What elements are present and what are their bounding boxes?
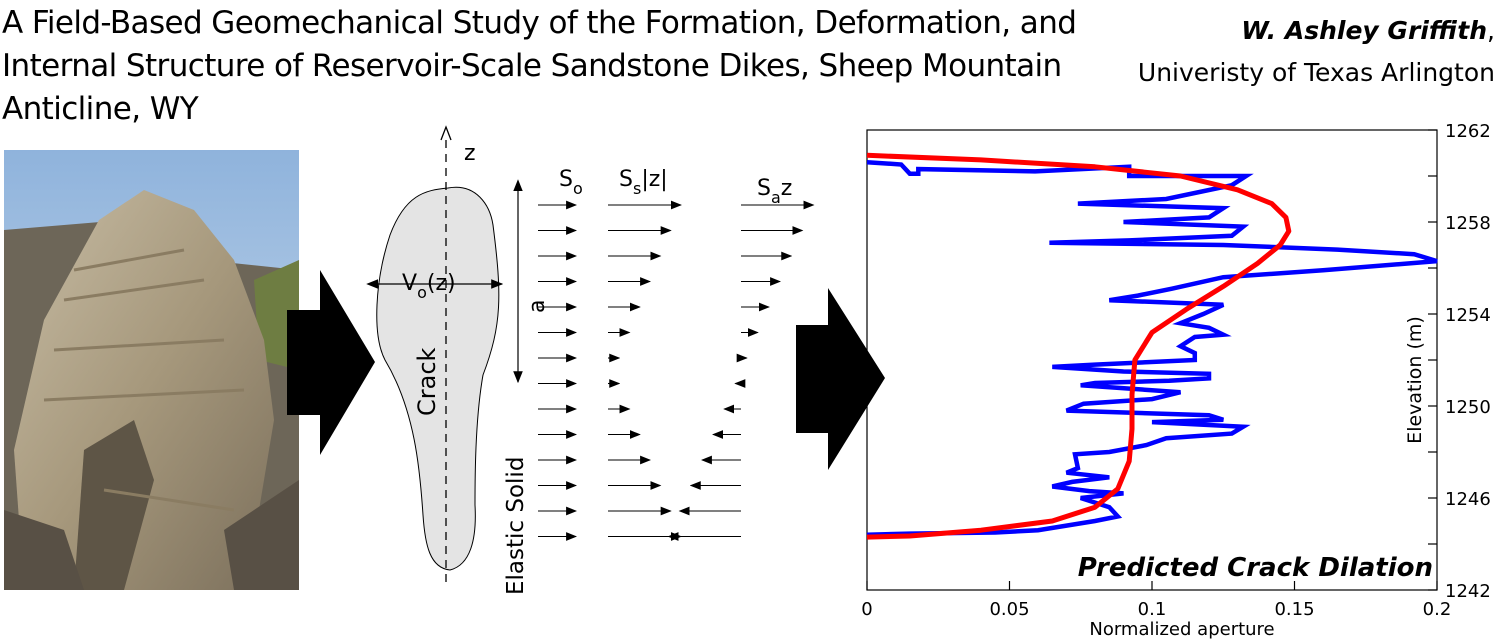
stress-label-antisymmetric: Saz (757, 176, 792, 207)
x-tick-label: 0.1 (1138, 599, 1167, 620)
stress-label-uniform: So (559, 167, 583, 198)
crack-label: Crack (413, 347, 441, 416)
sandstone-dike (14, 190, 274, 590)
elastic-solid-label: Elastic Solid (503, 457, 529, 595)
author-affiliation: Univeristy of Texas Arlington (1137, 58, 1495, 87)
predicted-aperture-line (866, 152, 1292, 540)
author-comma: , (1487, 16, 1495, 45)
half-length-label: a (525, 300, 550, 313)
stress-label-symmetric: Ss|z| (619, 167, 668, 198)
z-axis-label: z (464, 141, 476, 166)
author-name: W. Ashley Griffith (1241, 16, 1488, 45)
stress-column-antisymmetric (667, 200, 815, 541)
stress-column-uniform (538, 200, 578, 541)
dike-shadow (74, 420, 154, 590)
process-arrow-2 (796, 288, 885, 470)
y-tick-label: 1262 (1445, 121, 1491, 142)
x-ticks: 0 0.05 0.1 0.15 0.2 (861, 581, 1451, 620)
rock-texture (43, 248, 245, 512)
y-tick-label: 1258 (1445, 213, 1491, 234)
x-tick-label: 0.2 (1423, 599, 1452, 620)
x-tick-label: 0.15 (1274, 599, 1314, 620)
y-tick-label: 1250 (1445, 397, 1491, 418)
y-tick-label: 1254 (1445, 305, 1491, 326)
x-axis-label: Normalized aperture (1089, 619, 1274, 640)
y-axis-label: Elevation (m) (1404, 316, 1426, 444)
y-ticks: 1242 1246 1250 1254 1258 1262 (1428, 121, 1491, 602)
stress-column-symmetric (608, 200, 682, 541)
observed-aperture-line (866, 159, 1438, 538)
chart-title: Predicted Crack Dilation (1078, 553, 1433, 583)
x-tick-label: 0.05 (989, 599, 1029, 620)
process-arrow-1 (287, 270, 375, 455)
dilation-chart: 1242 1246 1250 1254 1258 1262 0 0.05 0.1 0.15 0.2… (861, 121, 1491, 640)
y-tick-label: 1242 (1445, 581, 1491, 602)
author-block: W. Ashley Griffith, Univeristy of Texas … (1095, 10, 1495, 94)
talus-rubble (4, 480, 299, 590)
y-tick-label: 1246 (1445, 489, 1491, 510)
page-title: A Field-Based Geomechanical Study of the… (2, 5, 1077, 127)
aperture-label: Vo(z) (402, 271, 456, 302)
x-tick-label: 0 (861, 599, 872, 620)
outcrop-photo (4, 150, 299, 590)
crack-diagram: z Vo(z) Crack Elastic Solid a So Ss|z| S… (287, 125, 885, 595)
